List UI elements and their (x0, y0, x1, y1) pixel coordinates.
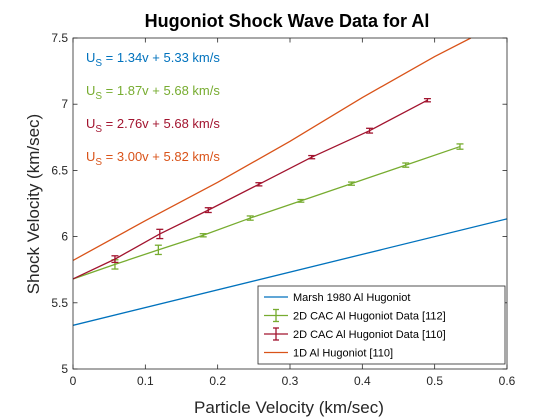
x-tick-label: 0.2 (209, 374, 226, 388)
legend-item: 1D Al Hugoniot [110] (264, 348, 393, 360)
error-bar (255, 182, 263, 187)
x-tick-label: 0.1 (137, 374, 154, 388)
error-bar (308, 154, 316, 160)
legend-item: Marsh 1980 Al Hugoniot (264, 292, 410, 304)
legend-item: 2D CAC Al Hugoniot Data [110] (264, 327, 446, 341)
legend-label: 2D CAC Al Hugoniot Data [110] (293, 329, 446, 341)
error-bar (402, 162, 410, 168)
x-tick-label: 0.4 (354, 374, 371, 388)
y-tick-label: 7.5 (51, 31, 68, 45)
chart-title: Hugoniot Shock Wave Data for Al (145, 11, 430, 31)
y-tick-label: 5.5 (51, 296, 68, 310)
error-bar (423, 97, 431, 103)
error-bar (366, 127, 374, 134)
series-line-4 (73, 38, 472, 261)
series-line-1 (73, 218, 507, 326)
error-bar (297, 198, 305, 203)
x-tick-label: 0.3 (282, 374, 299, 388)
error-bar (154, 244, 162, 256)
legend-label: 2D CAC Al Hugoniot Data [112] (293, 311, 446, 323)
error-bar (204, 207, 212, 214)
legend-box (257, 285, 506, 365)
series-line-3 (73, 99, 428, 280)
plot-layer: 0 0.1 0.2 0.3 0.4 0.5 0.6 5 5.5 6 6.5 7 7.5 US = 1.34… (51, 31, 515, 388)
error-bar (199, 233, 207, 238)
x-axis-title: Particle Velocity (km/sec) (194, 398, 384, 417)
equation-annotation: US = 1.34v + 5.33 km/s (86, 50, 220, 69)
series-group (73, 38, 507, 326)
legend-label: 1D Al Hugoniot [110] (293, 348, 393, 360)
error-bar (246, 215, 254, 221)
equation-annotation: US = 3.00v + 5.82 km/s (86, 149, 220, 168)
equation-annotation: US = 1.87v + 5.68 km/s (86, 83, 220, 102)
y-tick-label: 6.5 (51, 163, 68, 177)
y-tick-label: 5 (61, 362, 68, 376)
legend-item: 2D CAC Al Hugoniot Data [112] (264, 308, 446, 323)
x-tick-label: 0 (70, 374, 77, 388)
x-tick-label: 0.6 (499, 374, 516, 388)
y-tick-label: 6 (61, 230, 68, 244)
error-bar (347, 181, 355, 186)
legend: Marsh 1980 Al Hugoniot 2D CAC Al Hugoniot… (257, 285, 506, 365)
y-axis-title: Shock Velocity (km/sec) (24, 114, 43, 294)
legend-label: Marsh 1980 Al Hugoniot (293, 292, 410, 304)
error-bar (156, 228, 164, 240)
equation-annotation: US = 2.76v + 5.68 km/s (86, 116, 220, 135)
x-tick-label: 0.5 (426, 374, 443, 388)
y-tick-label: 7 (61, 97, 68, 111)
error-bar (456, 143, 464, 150)
error-bar (111, 255, 119, 264)
